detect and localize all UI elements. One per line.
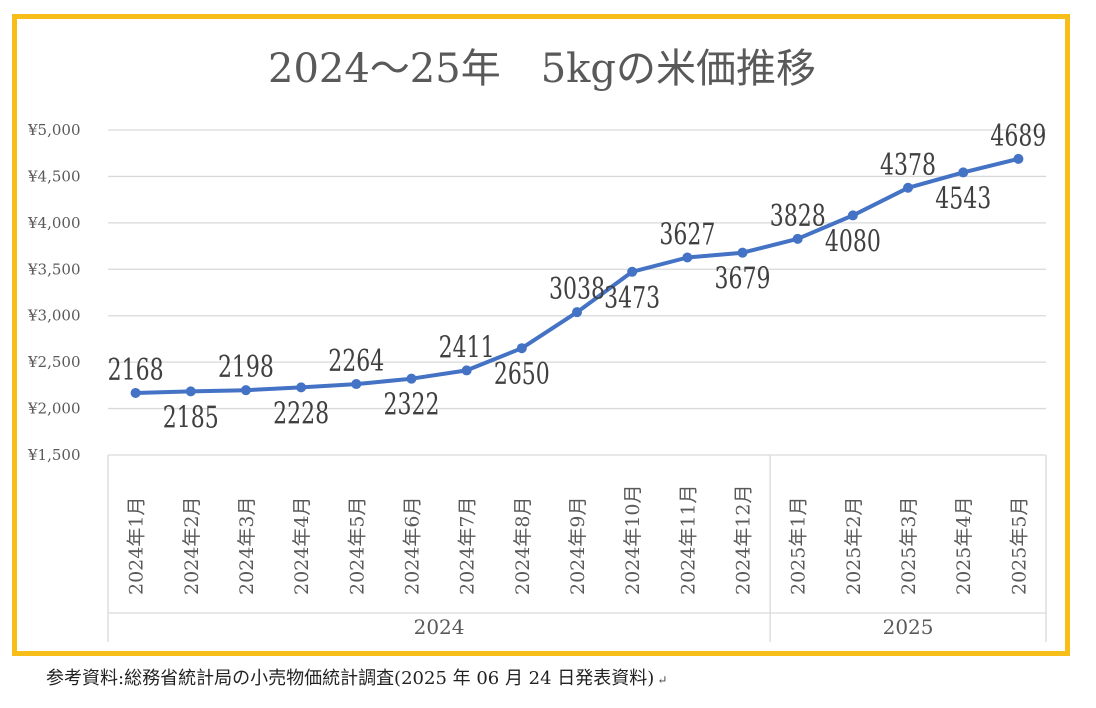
series-price <box>130 153 1024 398</box>
data-point <box>627 266 638 277</box>
y-axis-tick-labels: ¥1,500 ¥2,000 ¥2,500 ¥3,000 ¥3,500 ¥4,000 ¥4,5… <box>27 121 81 464</box>
data-label: 2168 <box>108 353 164 388</box>
data-label: 2198 <box>218 350 274 385</box>
data-label: 3679 <box>715 262 771 297</box>
data-point <box>903 182 914 193</box>
data-label: 3627 <box>659 217 715 252</box>
data-point <box>130 387 141 398</box>
axes <box>107 455 1047 642</box>
data-label: 3473 <box>604 281 660 316</box>
data-point <box>461 365 472 376</box>
data-point <box>792 233 803 244</box>
x-tick-label: 2025年4月 <box>953 497 975 595</box>
x-tick-label: 2024年6月 <box>401 497 423 595</box>
data-label: 2185 <box>163 400 219 435</box>
data-point <box>185 386 196 397</box>
x-tick-label: 2024年3月 <box>236 497 258 595</box>
data-label: 3828 <box>770 199 826 234</box>
data-label: 2264 <box>328 344 384 379</box>
data-label: 2322 <box>383 388 439 423</box>
x-tick-label: 2024年11月 <box>677 484 699 595</box>
x-group-label: 2024 <box>414 615 465 639</box>
data-point <box>516 343 527 354</box>
y-tick-label: ¥2,000 <box>27 400 81 418</box>
x-tick-label: 2024年4月 <box>291 497 313 595</box>
data-label: 4378 <box>880 148 936 183</box>
x-tick-label: 2024年12月 <box>733 484 755 595</box>
gridlines <box>108 129 1046 456</box>
data-label: 2228 <box>273 396 329 431</box>
data-point <box>240 385 251 396</box>
chart-title: 2024～25年 5kgの米価推移 <box>268 46 816 92</box>
source-note-text: 参考資料:総務省統計局の小売物価統計調査(2025 年 06 月 24 日発表資… <box>46 668 655 689</box>
data-label: 4543 <box>935 181 991 216</box>
x-tick-label: 2024年7月 <box>457 497 479 595</box>
data-point <box>351 379 362 390</box>
data-label: 3038 <box>549 272 605 307</box>
source-note: 参考資料:総務省統計局の小売物価統計調査(2025 年 06 月 24 日発表資… <box>46 664 667 690</box>
data-point <box>572 307 582 318</box>
data-point <box>682 252 693 263</box>
x-tick-label: 2025年5月 <box>1008 497 1030 595</box>
data-label: 4080 <box>825 224 881 259</box>
y-tick-label: ¥1,500 <box>27 446 81 464</box>
x-axis-group-labels: 2024 2025 <box>414 615 934 639</box>
x-tick-label: 2024年5月 <box>346 497 368 595</box>
paragraph-mark: ↵ <box>657 673 668 687</box>
x-tick-label: 2024年8月 <box>512 497 534 595</box>
y-tick-label: ¥3,000 <box>27 307 81 325</box>
y-tick-label: ¥5,000 <box>27 121 81 139</box>
x-tick-label: 2025年2月 <box>843 497 865 595</box>
y-tick-label: ¥3,500 <box>27 260 81 278</box>
data-point <box>296 382 307 393</box>
data-point <box>737 247 748 258</box>
x-tick-label: 2024年10月 <box>622 484 644 595</box>
y-tick-label: ¥4,500 <box>27 167 81 185</box>
x-tick-label: 2024年1月 <box>126 497 148 595</box>
data-point <box>1013 153 1024 164</box>
x-tick-label: 2025年1月 <box>788 497 810 595</box>
x-axis-tick-labels: 2024年1月 2024年2月 2024年3月 2024年4月 2024年5月 2024年… <box>126 484 1031 595</box>
x-tick-label: 2024年9月 <box>567 497 589 595</box>
x-group-label: 2025 <box>883 615 934 639</box>
y-tick-label: ¥4,000 <box>27 214 81 232</box>
data-point <box>958 167 969 178</box>
data-point <box>406 373 417 384</box>
y-tick-label: ¥2,500 <box>27 353 81 371</box>
data-label: 2650 <box>494 357 550 392</box>
x-tick-label: 2024年2月 <box>181 497 203 595</box>
data-point <box>847 210 858 221</box>
data-label: 2411 <box>439 330 495 365</box>
data-label: 4689 <box>990 119 1046 154</box>
x-tick-label: 2025年3月 <box>898 497 920 595</box>
